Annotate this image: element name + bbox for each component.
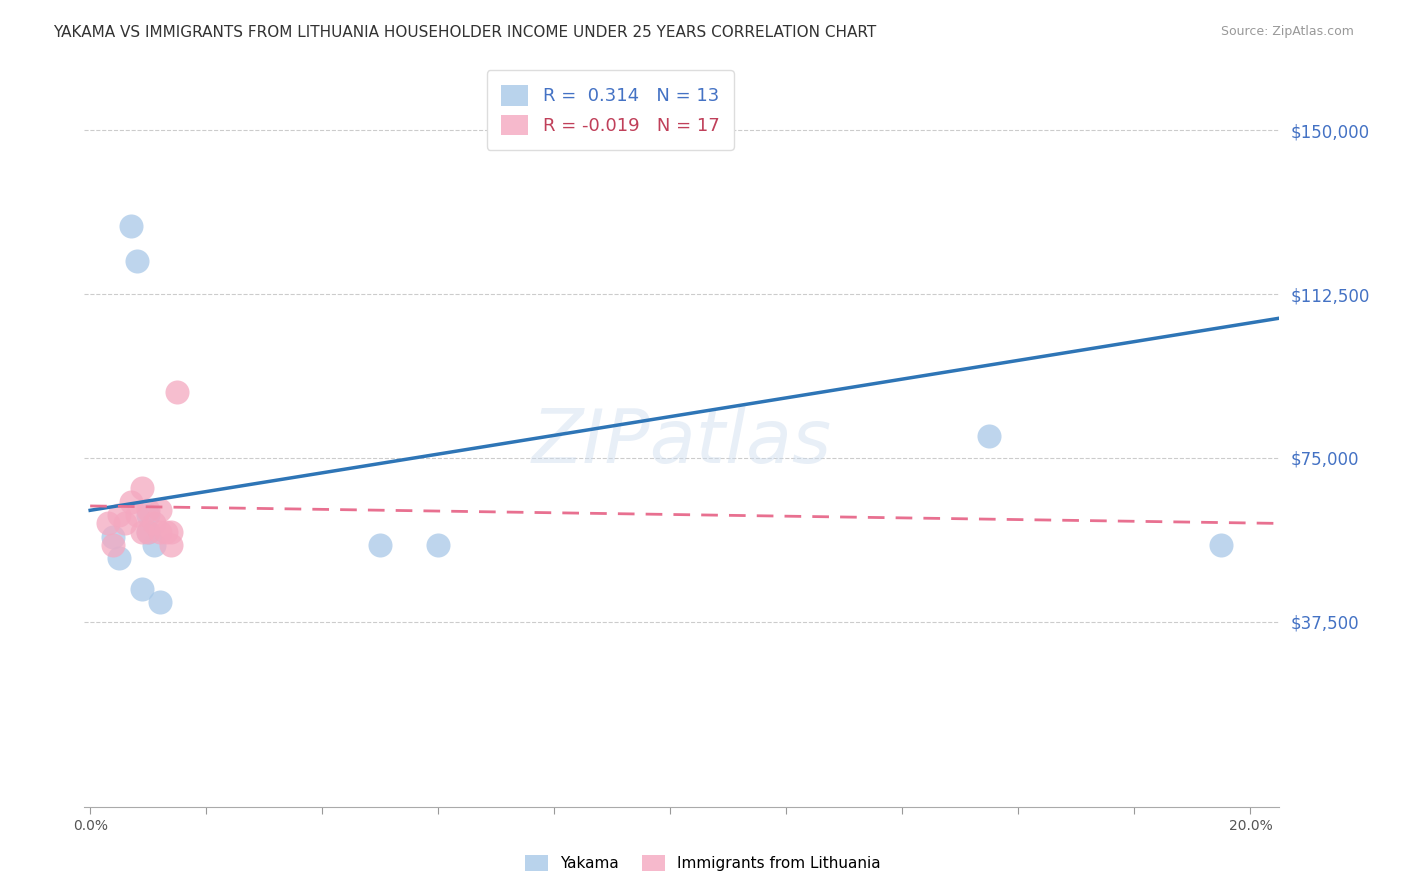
Point (108, 551, 131, 566)
Point (166, 385, 188, 400)
Point (427, 538, 450, 552)
Point (149, 525, 172, 540)
Point (149, 503, 172, 517)
Point (131, 582, 153, 596)
Legend: R =  0.314   N = 13, R = -0.019   N = 17: R = 0.314 N = 13, R = -0.019 N = 17 (486, 70, 734, 150)
Point (97, 516, 120, 531)
Point (160, 525, 183, 540)
Point (120, 494, 142, 508)
Text: Source: ZipAtlas.com: Source: ZipAtlas.com (1220, 25, 1354, 38)
Point (160, 538, 183, 552)
Point (125, 508, 148, 522)
Point (131, 482, 153, 496)
Point (114, 516, 136, 531)
Point (979, 429, 1001, 443)
Text: ZIPatlas: ZIPatlas (531, 406, 832, 477)
Point (143, 516, 166, 531)
Point (143, 538, 166, 552)
Legend: Yakama, Immigrants from Lithuania: Yakama, Immigrants from Lithuania (519, 849, 887, 877)
Point (136, 525, 159, 540)
Point (136, 525, 159, 540)
Point (131, 525, 153, 540)
Point (1211, 538, 1233, 552)
Point (368, 538, 391, 552)
Point (108, 508, 131, 522)
Text: YAKAMA VS IMMIGRANTS FROM LITHUANIA HOUSEHOLDER INCOME UNDER 25 YEARS CORRELATIO: YAKAMA VS IMMIGRANTS FROM LITHUANIA HOUS… (53, 25, 877, 40)
Point (120, 219, 142, 234)
Point (125, 254, 148, 268)
Point (103, 529, 125, 543)
Point (149, 595, 172, 609)
Point (103, 538, 125, 552)
Point (136, 508, 159, 522)
Point (136, 503, 159, 517)
Point (155, 525, 177, 540)
